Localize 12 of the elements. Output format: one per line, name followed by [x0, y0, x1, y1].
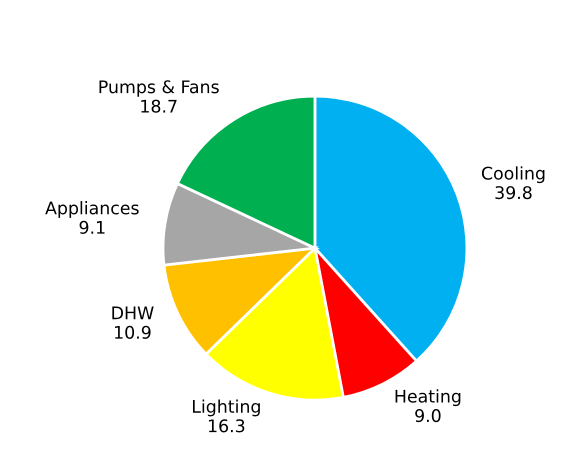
slice-label: Lighting — [192, 400, 260, 416]
slice-label: Pumps & Fans — [100, 80, 219, 97]
data-label: 18.7 — [141, 100, 177, 113]
slice-label: Cooling — [482, 166, 544, 184]
slice-label: DHW — [112, 306, 154, 320]
slice-label: Appliances — [45, 201, 139, 218]
data-label: 16.3 — [208, 419, 244, 432]
data-label: 9.1 — [80, 220, 104, 234]
data-label: 39.8 — [495, 186, 532, 200]
data-label: 10.9 — [115, 326, 151, 339]
slice-label: Heating — [396, 389, 460, 406]
data-label: 9.0 — [415, 409, 441, 422]
